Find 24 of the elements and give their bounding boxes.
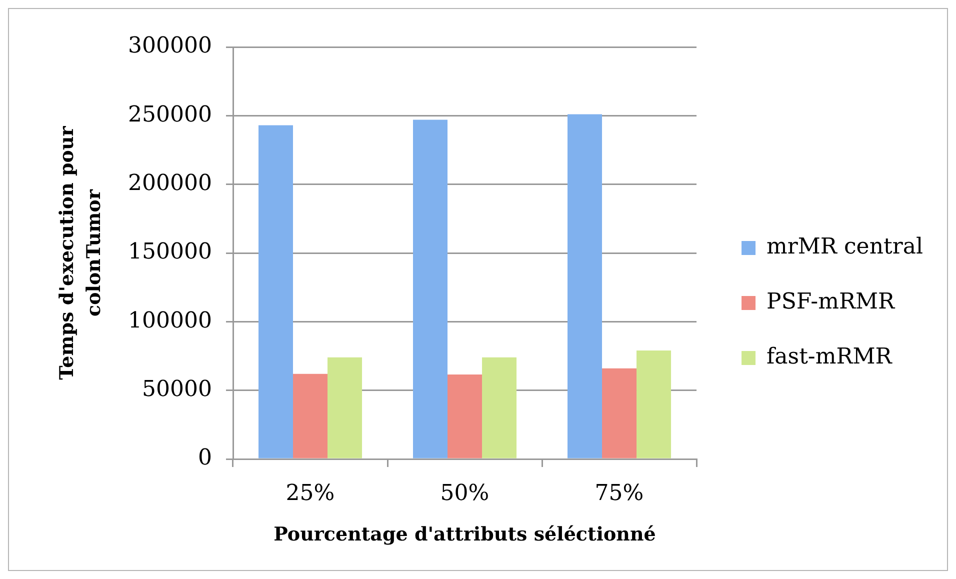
legend-label: PSF-mRMR: [766, 290, 896, 315]
y-tick-label: 200000: [128, 171, 212, 196]
bar: [413, 120, 448, 458]
y-tick-label: 250000: [128, 102, 212, 128]
legend-label: mrMR central: [766, 234, 924, 260]
bar: [636, 350, 672, 458]
bar: [293, 374, 328, 458]
y-tick-label: 150000: [128, 240, 212, 265]
bar: [258, 125, 293, 458]
bar: [602, 368, 637, 458]
y-tick-label: 50000: [142, 377, 212, 402]
bar: [482, 357, 517, 458]
x-axis-title: Pourcentage d'attributs séléctionné: [274, 524, 656, 546]
bar: [568, 114, 602, 458]
x-tick-label: 75%: [594, 480, 644, 506]
y-tick-label: 0: [198, 446, 212, 471]
x-tick-label: 25%: [286, 480, 335, 506]
x-tick-label: 50%: [440, 480, 490, 506]
legend-label: fast-mRMR: [766, 344, 894, 370]
bar: [448, 374, 482, 458]
y-tick-label: 300000: [128, 34, 212, 59]
y-tick-label: 100000: [128, 308, 212, 334]
bar: [328, 357, 362, 458]
y-axis-title: Temps d'execution pour colonTumor: [56, 125, 105, 380]
